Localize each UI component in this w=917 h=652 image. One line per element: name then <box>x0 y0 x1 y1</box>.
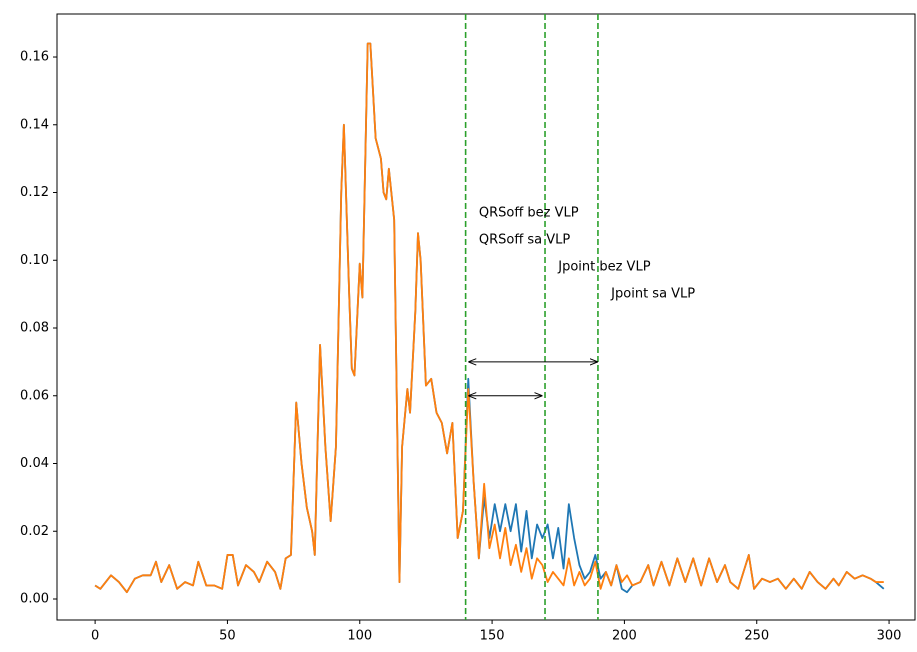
annotation: QRSoff sa VLP <box>479 232 571 247</box>
annotation: Jpoint sa VLP <box>610 287 695 302</box>
x-tick-label: 300 <box>877 629 902 644</box>
x-tick-label: 250 <box>744 629 769 644</box>
series-line <box>94 42 885 594</box>
x-tick-label: 150 <box>480 629 505 644</box>
y-tick-label: 0.08 <box>20 321 49 336</box>
y-tick-label: 0.14 <box>20 117 49 132</box>
x-tick-label: 50 <box>219 629 236 644</box>
y-tick-label: 0.06 <box>20 388 49 403</box>
y-tick-label: 0.10 <box>20 253 49 268</box>
y-tick-label: 0.02 <box>20 524 49 539</box>
annotation: QRSoff bez VLP <box>479 205 579 220</box>
y-tick-label: 0.16 <box>20 50 49 65</box>
y-tick-label: 0.12 <box>20 185 49 200</box>
plot-frame <box>56 13 916 621</box>
series-line <box>94 42 884 594</box>
annotation: Jpoint bez VLP <box>557 260 650 275</box>
y-tick-label: 0.00 <box>20 591 49 606</box>
x-tick-label: 100 <box>347 629 372 644</box>
x-tick-label: 0 <box>91 629 99 644</box>
y-tick-label: 0.04 <box>20 456 49 471</box>
x-tick-label: 200 <box>612 629 637 644</box>
